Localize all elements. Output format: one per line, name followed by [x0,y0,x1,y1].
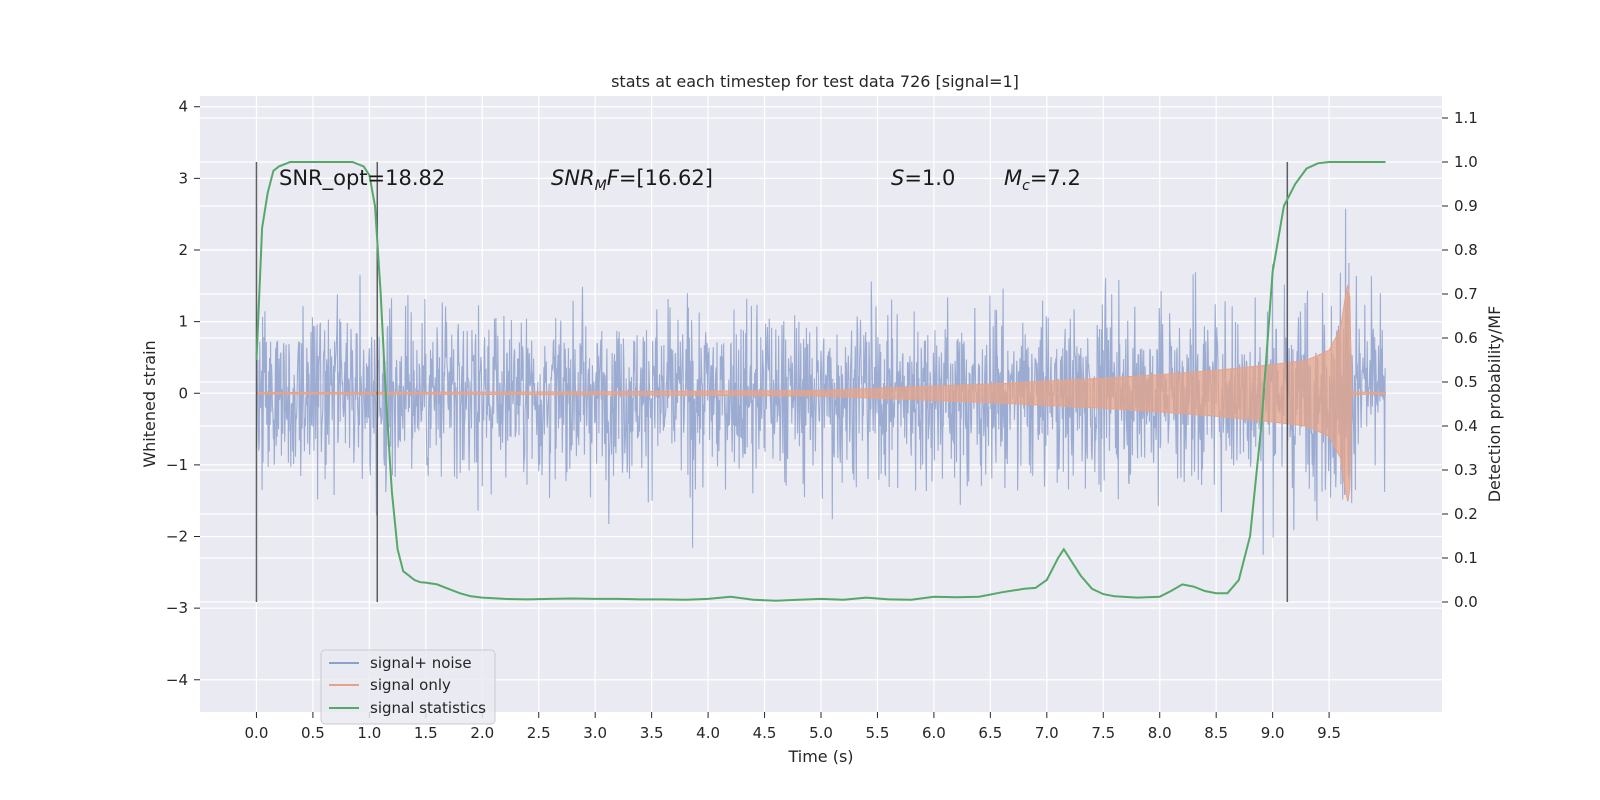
legend-entry-signal-statistics: signal statistics [370,699,486,717]
x-tick-label-9: 4.5 [753,724,777,742]
x-tick-label-8: 4.0 [696,724,720,742]
legend-box [320,649,496,725]
y-right-tick-label-6: 0.5 [1454,373,1478,391]
signal-only-area [256,284,1386,502]
series-signal-only [256,284,1386,502]
annotation-mc: Mc=7.2 [1004,166,1081,194]
x-tick-label-17: 8.5 [1204,724,1228,742]
annotation-snr-opt: SNR_opt=18.82 [279,166,445,191]
y-right-tick-label-4: 0.7 [1454,285,1478,303]
x-tick-label-6: 3.0 [583,724,607,742]
y-right-tick-label-1: 1.0 [1454,153,1478,171]
y-left-axis-ticks: 4 3 2 1 0 −1 −2 −3 −4 [166,98,200,689]
y-left-tick-label-6: −2 [166,528,188,546]
x-axis-label: Time (s) [787,747,853,766]
y-right-axis-ticks: 1.1 1.0 0.9 0.8 0.7 0.6 0.5 0.4 0.3 0.2 0.1 0.0 [1442,109,1478,611]
annotation-snr-mf: SNRMF=[16.62] [551,166,713,194]
legend-entry-signal-plus-noise: signal+ noise [370,654,472,672]
y-left-tick-label-2: 2 [178,241,188,259]
series-signal-statistics [255,161,1386,602]
legend: signal+ noise signal only signal statist… [320,649,496,725]
signal-plus-noise-line [255,208,1386,555]
y-right-tick-label-8: 0.3 [1454,461,1478,479]
y-right-tick-label-7: 0.4 [1454,417,1478,435]
signal-statistics-line [255,161,1386,602]
y-left-tick-label-8: −4 [166,671,188,689]
y-left-tick-label-4: 0 [178,384,188,402]
annotation-s: S=1.0 [891,166,955,190]
y-right-tick-label-9: 0.2 [1454,505,1478,523]
x-tick-label-2: 1.0 [357,724,381,742]
x-tick-label-10: 5.0 [809,724,833,742]
y-left-tick-label-3: 1 [178,313,188,331]
y-right-tick-label-11: 0.0 [1454,593,1478,611]
x-tick-label-3: 1.5 [414,724,438,742]
y-left-axis-label: Whitened strain [140,340,159,467]
x-tick-label-12: 6.0 [922,724,946,742]
y-right-tick-label-0: 1.1 [1454,109,1478,127]
x-tick-label-16: 8.0 [1148,724,1172,742]
y-right-tick-label-2: 0.9 [1454,197,1478,215]
series-signal-plus-noise [255,208,1386,555]
x-tick-label-13: 6.5 [978,724,1002,742]
chart-title: stats at each timestep for test data 726… [611,72,1019,91]
x-tick-label-0: 0.0 [245,724,269,742]
x-tick-label-19: 9.5 [1317,724,1341,742]
x-tick-label-18: 9.0 [1261,724,1285,742]
x-tick-label-11: 5.5 [866,724,890,742]
x-tick-label-1: 0.5 [301,724,325,742]
y-right-tick-label-5: 0.6 [1454,329,1478,347]
x-axis-ticks: 0.0 0.5 1.0 1.5 2.0 2.5 3.0 3.5 4.0 4.5 5.0 5.5 6.0 6… [245,712,1341,742]
x-tick-label-5: 2.5 [527,724,551,742]
x-tick-label-14: 7.0 [1035,724,1059,742]
x-tick-label-15: 7.5 [1091,724,1115,742]
y-left-tick-label-7: −3 [166,599,188,617]
y-left-tick-label-0: 4 [178,98,188,116]
y-right-axis-label: Detection probability/MF [1485,306,1504,503]
legend-entry-signal-only: signal only [370,676,451,694]
x-tick-label-7: 3.5 [640,724,664,742]
y-right-tick-label-3: 0.8 [1454,241,1478,259]
y-left-tick-label-5: −1 [166,456,188,474]
x-tick-label-4: 2.0 [470,724,494,742]
y-right-tick-label-10: 0.1 [1454,549,1478,567]
y-left-tick-label-1: 3 [178,169,188,187]
